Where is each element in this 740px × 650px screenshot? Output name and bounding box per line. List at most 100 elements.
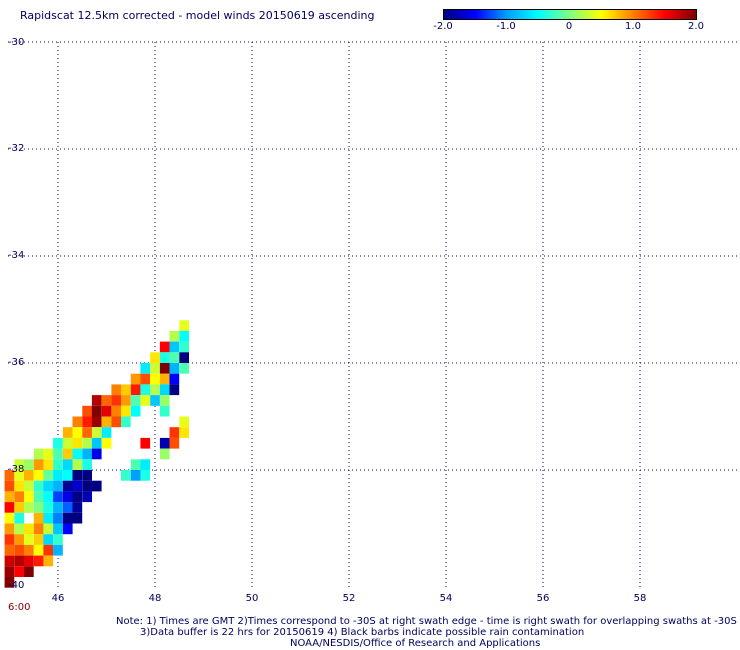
note-line-2: 3)Data buffer is 22 hrs for 20150619 4) … xyxy=(140,627,585,638)
wind-cell xyxy=(159,352,170,363)
lon-label-48: 48 xyxy=(148,593,162,604)
note-line-3: NOAA/NESDIS/Office of Research and Appli… xyxy=(290,638,541,649)
wind-cell xyxy=(43,470,54,481)
wind-cell xyxy=(4,544,15,556)
lon-label-58: 58 xyxy=(633,593,647,604)
wind-cell xyxy=(33,544,44,556)
wind-cell xyxy=(150,363,160,374)
wind-cell xyxy=(4,480,15,492)
wind-cell xyxy=(169,330,180,342)
wind-cell xyxy=(82,448,92,460)
wind-cell xyxy=(159,448,170,460)
wind-cell xyxy=(62,523,73,535)
wind-cell xyxy=(24,523,34,535)
wind-cell xyxy=(72,480,83,492)
wind-cell xyxy=(72,470,83,481)
wind-cell xyxy=(91,427,102,438)
wind-cell xyxy=(24,555,34,567)
wind-cell xyxy=(53,491,63,503)
wind-cell xyxy=(111,416,122,428)
wind-cell xyxy=(33,470,44,481)
wind-cell xyxy=(4,534,15,545)
wind-cell xyxy=(33,534,44,545)
wind-cell xyxy=(72,512,83,524)
wind-cell xyxy=(14,459,25,470)
wind-cell xyxy=(33,448,44,460)
wind-cell xyxy=(121,470,131,481)
wind-cell xyxy=(179,363,189,374)
lat-label-36: -36 xyxy=(8,357,25,368)
colorbar-label-neg1: -1.0 xyxy=(496,21,516,32)
wind-cell xyxy=(111,405,122,417)
wind-cell xyxy=(14,491,25,503)
wind-cell xyxy=(91,416,102,428)
wind-cell xyxy=(4,491,15,503)
wind-cell xyxy=(4,470,15,481)
wind-cell xyxy=(62,512,73,524)
wind-cell xyxy=(24,544,34,556)
wind-cell xyxy=(82,470,92,481)
wind-cell xyxy=(24,459,34,470)
wind-cell xyxy=(82,491,92,503)
wind-cell xyxy=(72,427,83,438)
wind-cell xyxy=(82,416,92,428)
wind-cell xyxy=(62,459,73,470)
lon-label-54: 54 xyxy=(439,593,453,604)
lat-label-32: -32 xyxy=(8,143,25,154)
wind-cell xyxy=(150,373,160,385)
note-line-1: Note: 1) Times are GMT 2)Times correspon… xyxy=(116,616,737,627)
wind-cell xyxy=(179,427,189,438)
wind-cell xyxy=(150,395,160,406)
wind-cell xyxy=(159,395,170,406)
wind-cell xyxy=(4,523,15,535)
wind-cell xyxy=(121,405,131,417)
wind-cell xyxy=(169,352,180,363)
wind-cell xyxy=(91,437,102,449)
wind-cell xyxy=(53,502,63,513)
wind-cell xyxy=(140,384,151,396)
wind-cell xyxy=(33,459,44,470)
wind-cell xyxy=(24,480,34,492)
lon-label-46: 46 xyxy=(51,593,65,604)
wind-cell xyxy=(169,341,180,353)
wind-cell xyxy=(121,384,131,396)
wind-cell xyxy=(111,395,122,406)
wind-cell xyxy=(43,502,54,513)
wind-cell xyxy=(130,384,141,396)
wind-cell xyxy=(179,341,189,353)
wind-cell xyxy=(159,437,170,449)
lat-label-34: -34 xyxy=(8,250,25,261)
wind-cell xyxy=(159,384,170,396)
wind-cell xyxy=(159,341,170,353)
wind-cell xyxy=(14,534,25,545)
wind-cell xyxy=(24,566,34,577)
wind-cell xyxy=(179,330,189,342)
wind-cell xyxy=(169,373,180,385)
wind-cell xyxy=(24,534,34,545)
wind-cell xyxy=(62,448,73,460)
wind-cell xyxy=(53,523,63,535)
wind-cell xyxy=(150,384,160,396)
wind-cell xyxy=(53,470,63,481)
wind-cell xyxy=(24,491,34,503)
wind-cell xyxy=(82,459,92,470)
wind-cell xyxy=(53,459,63,470)
wind-cell xyxy=(91,405,102,417)
wind-cell xyxy=(62,470,73,481)
wind-cell xyxy=(91,448,102,460)
wind-cell xyxy=(43,544,54,556)
wind-cell xyxy=(130,373,141,385)
wind-cell xyxy=(150,352,160,363)
wind-cell xyxy=(82,480,92,492)
wind-cell xyxy=(101,416,112,428)
map-title: Rapidscat 12.5km corrected - model winds… xyxy=(20,9,375,22)
wind-cell xyxy=(140,437,151,449)
wind-cell xyxy=(91,480,102,492)
wind-cell xyxy=(72,502,83,513)
wind-cell xyxy=(72,416,83,428)
wind-cell xyxy=(140,459,151,470)
lon-label-50: 50 xyxy=(245,593,259,604)
colorbar-label-pos1: 1.0 xyxy=(625,21,641,32)
wind-cell xyxy=(43,480,54,492)
